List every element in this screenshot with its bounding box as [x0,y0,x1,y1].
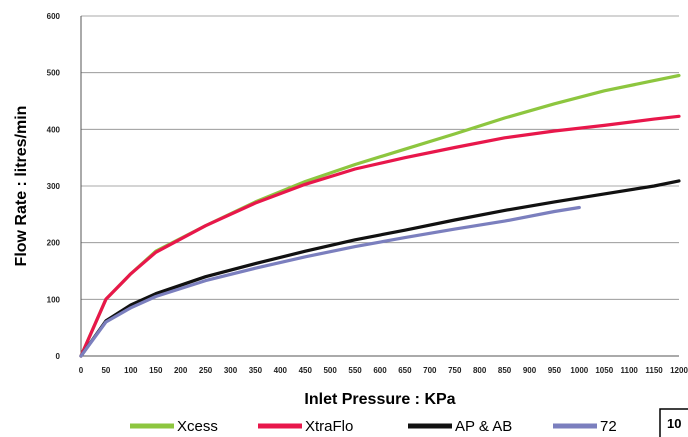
y-tick-label: 500 [47,69,61,78]
x-tick-label: 1100 [620,366,638,375]
corner-label: 10 [667,416,681,431]
corner-label-box [659,408,688,437]
y-axis-tick-labels: 0 100 200 300 400 500 600 [47,12,61,361]
y-tick-label: 200 [47,239,61,248]
legend-label-72: 72 [600,418,617,435]
series-line-72 [79,205,581,358]
x-tick-label: 750 [448,366,462,375]
x-axis-title: Inlet Pressure : KPa [304,391,455,408]
x-tick-label: 0 [79,366,84,375]
legend-label-xcess: Xcess [177,418,218,435]
x-tick-label: 400 [274,366,288,375]
legend: Xcess XtraFlo AP & AB 72 [130,418,617,435]
x-tick-label: 850 [498,366,512,375]
x-tick-label: 450 [299,366,313,375]
x-tick-label: 300 [224,366,238,375]
grid-lines [81,15,679,300]
x-tick-label: 650 [398,366,412,375]
series-line-xcess [79,73,681,358]
x-tick-label: 50 [101,366,110,375]
x-tick-label: 800 [473,366,487,375]
y-tick-label: 300 [47,182,61,191]
x-tick-label: 100 [124,366,138,375]
x-tick-label: 600 [373,366,387,375]
x-tick-label: 500 [323,366,337,375]
y-tick-label: 100 [47,295,61,304]
x-tick-label: 250 [199,366,213,375]
series-lines [79,73,681,358]
axes [80,16,679,357]
x-tick-label: 700 [423,366,437,375]
x-tick-label: 350 [249,366,263,375]
x-tick-label: 1200 [670,366,688,375]
x-tick-label: 1050 [595,366,613,375]
x-tick-label: 900 [523,366,537,375]
y-axis-title: Flow Rate : litres/min [13,106,30,267]
x-tick-label: 950 [548,366,562,375]
x-tick-label: 1150 [645,366,663,375]
y-tick-label: 0 [56,352,61,361]
legend-label-xtraflo: XtraFlo [305,418,353,435]
x-tick-label: 1000 [570,366,588,375]
y-tick-label: 400 [47,125,61,134]
x-tick-label: 550 [348,366,362,375]
y-tick-label: 600 [47,12,61,21]
x-tick-label: 200 [174,366,188,375]
x-axis-tick-labels: 0 50 100 150 200 250 300 350 400 450 500 550 600 650 7… [79,366,688,375]
x-tick-label: 150 [149,366,163,375]
series-line-ap-ab [79,179,681,358]
series-line-xtraflo [79,114,681,358]
legend-label-ap-ab: AP & AB [455,418,512,435]
